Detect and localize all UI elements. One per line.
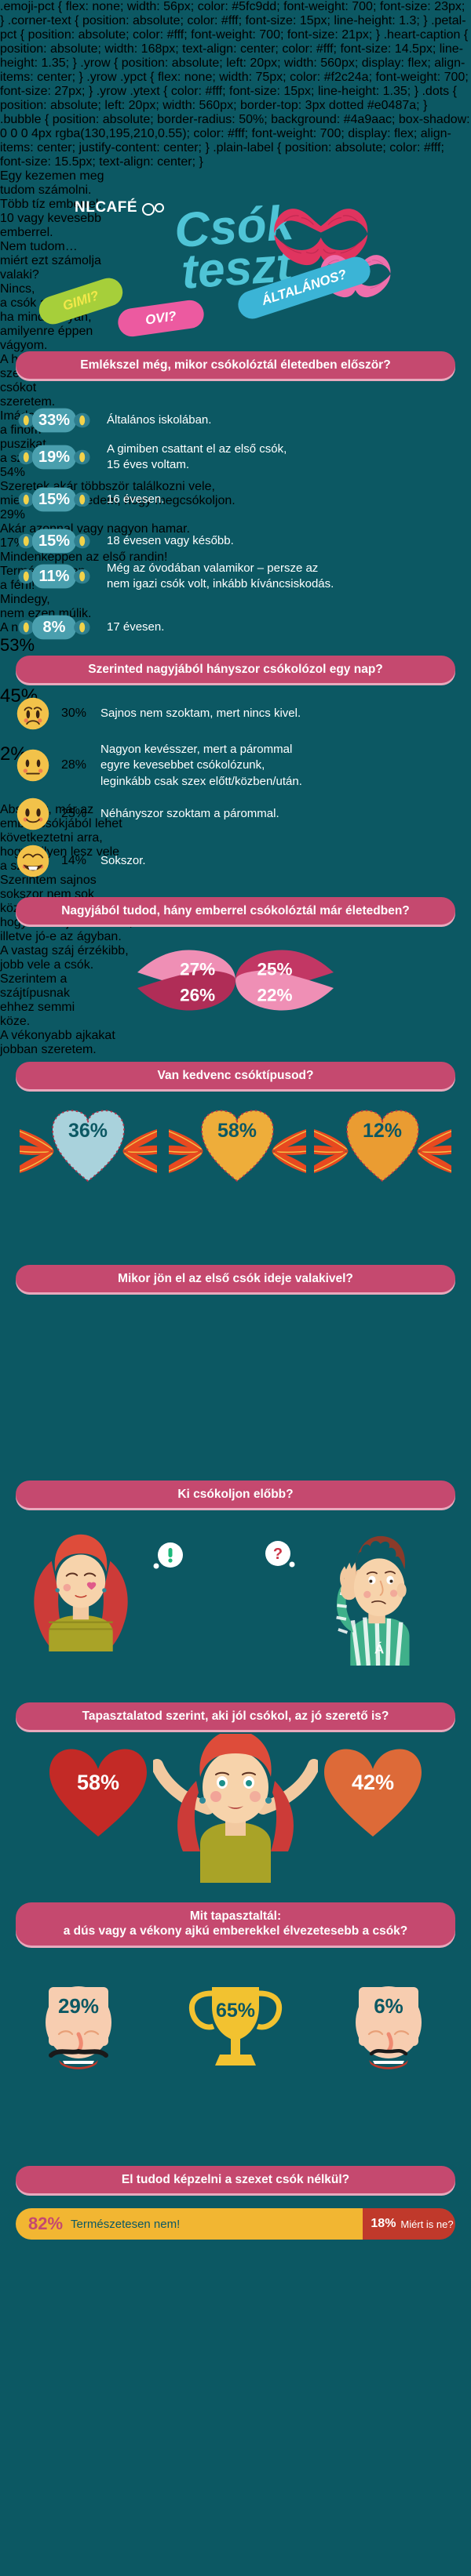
svg-text:65%: 65% <box>216 2000 255 2022</box>
svg-text:6%: 6% <box>374 1994 403 2018</box>
svg-text:25%: 25% <box>257 959 292 979</box>
svg-text:22%: 22% <box>257 986 292 1005</box>
svg-text:Á: Á <box>374 1642 384 1657</box>
svg-text:26%: 26% <box>180 986 215 1005</box>
svg-text:42%: 42% <box>352 1771 394 1794</box>
svg-text:36%: 36% <box>68 1120 108 1142</box>
svg-text:58%: 58% <box>77 1771 119 1794</box>
svg-text:12%: 12% <box>363 1120 402 1142</box>
svg-text:27%: 27% <box>180 959 215 979</box>
svg-text:58%: 58% <box>217 1120 257 1142</box>
svg-text:29%: 29% <box>58 1994 99 2018</box>
svg-text:?: ? <box>273 1546 283 1563</box>
